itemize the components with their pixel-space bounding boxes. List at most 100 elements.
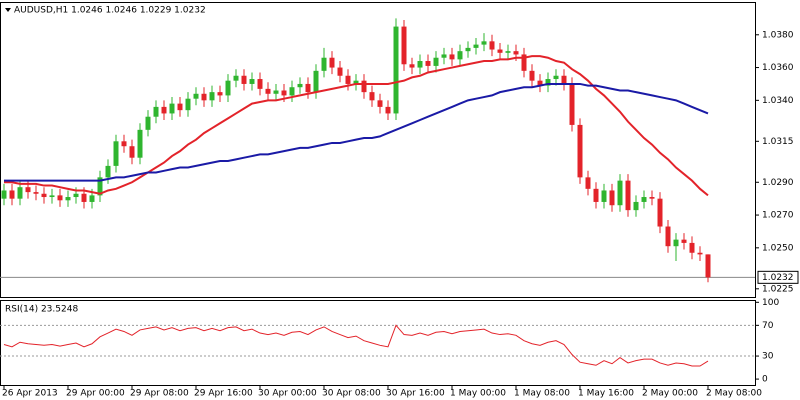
candle-body xyxy=(617,180,623,206)
rsi-panel xyxy=(0,300,756,386)
candle-body xyxy=(545,79,551,86)
candle-body xyxy=(377,100,383,107)
candle-body xyxy=(321,57,327,71)
candle-body xyxy=(689,242,695,253)
candle-body xyxy=(305,83,311,93)
y-tick-label: 30 xyxy=(762,352,774,362)
x-tick-label: 1 May 08:00 xyxy=(514,389,570,399)
last-price-box xyxy=(757,270,799,284)
y-tick-label: 1.0340 xyxy=(762,96,794,106)
candle-body xyxy=(425,61,431,66)
candle-body xyxy=(441,54,447,58)
candle-body xyxy=(313,70,319,93)
x-tick-label: 1 May 00:00 xyxy=(450,389,506,399)
candle-body xyxy=(121,141,127,147)
x-tick-label: 30 Apr 08:00 xyxy=(322,389,381,399)
y-tick-label: 1.0380 xyxy=(762,30,794,40)
x-tick-label: 29 Apr 00:00 xyxy=(66,389,125,399)
candle-body xyxy=(665,226,671,247)
candle-body xyxy=(577,124,583,178)
candle-body xyxy=(417,61,423,68)
candle-body xyxy=(449,54,455,60)
candle-body xyxy=(193,93,199,99)
candle-body xyxy=(57,195,63,201)
candle-body xyxy=(657,198,663,227)
candle-body xyxy=(641,197,647,202)
candle-body xyxy=(65,197,71,201)
candle-body xyxy=(553,75,559,80)
candle-body xyxy=(609,190,615,206)
candle-body xyxy=(209,92,215,101)
moving-average xyxy=(4,55,709,197)
candle-body xyxy=(257,79,263,89)
candle-body xyxy=(41,193,47,198)
x-tick-label: 2 May 08:00 xyxy=(706,389,762,399)
candle-body xyxy=(281,90,287,96)
candle-body xyxy=(601,190,607,202)
rsi-title: RSI(14) 23.5248 xyxy=(5,305,78,315)
candle-body xyxy=(153,106,159,117)
candle-body xyxy=(401,26,407,65)
x-tick-label: 2 May 00:00 xyxy=(642,389,698,399)
y-tick-label: 1.0225 xyxy=(762,284,794,294)
candle-body xyxy=(369,92,375,101)
candle-body xyxy=(217,92,223,96)
candle-body xyxy=(585,177,591,189)
candle-body xyxy=(145,116,151,130)
candle-body xyxy=(17,187,23,199)
candle-body xyxy=(233,75,239,81)
x-tick-label: 30 Apr 00:00 xyxy=(258,389,317,399)
y-tick-label: 1.0315 xyxy=(762,137,794,147)
candle-body xyxy=(505,51,511,53)
candle-body xyxy=(649,197,655,199)
candle-body xyxy=(241,75,247,84)
price-panel xyxy=(0,2,756,298)
candle-body xyxy=(73,193,79,198)
y-tick-label: 0 xyxy=(762,375,768,385)
y-tick-label: 70 xyxy=(762,321,774,331)
candle-body xyxy=(185,98,191,111)
candle-body xyxy=(433,57,439,66)
candle-body xyxy=(489,41,495,50)
candle-body xyxy=(473,44,479,48)
candle-body xyxy=(97,177,103,196)
candle-body xyxy=(49,195,55,198)
y-tick-label: 1.0250 xyxy=(762,243,794,253)
candle-body xyxy=(33,192,39,194)
candle-body xyxy=(497,49,503,53)
y-tick-label: 1.0360 xyxy=(762,63,794,73)
candle-body xyxy=(465,47,471,52)
candle-body xyxy=(105,165,111,178)
candle-body xyxy=(225,80,231,96)
candle-body xyxy=(169,103,175,114)
candle-body xyxy=(521,54,527,71)
candle-body xyxy=(393,26,399,114)
candle-body xyxy=(353,80,359,84)
candle-body xyxy=(697,252,703,255)
candle-body xyxy=(385,106,391,114)
candle-body xyxy=(569,83,575,125)
last-price-label: 1.0232 xyxy=(762,273,794,283)
candle-body xyxy=(289,87,295,96)
candle-body xyxy=(633,201,639,211)
candle-body xyxy=(297,83,303,88)
candle-body xyxy=(129,146,135,158)
candle-body xyxy=(705,254,711,278)
x-tick-label: 29 Apr 16:00 xyxy=(194,389,253,399)
candle-body xyxy=(513,51,519,55)
candle-body xyxy=(177,103,183,111)
candle-body xyxy=(337,67,343,76)
moving-average xyxy=(4,82,709,182)
candle-body xyxy=(329,57,335,68)
candle-body xyxy=(593,188,599,202)
candle-body xyxy=(81,193,87,202)
candle-body xyxy=(481,41,487,45)
y-tick-label: 1.0270 xyxy=(762,211,794,221)
candle-body xyxy=(9,190,15,199)
candle-body xyxy=(561,75,567,84)
candle-body xyxy=(409,64,415,68)
candle-body xyxy=(25,187,31,193)
chart-title: AUDUSD,H1 1.0246 1.0246 1.0229 1.0232 xyxy=(14,6,206,16)
y-tick-label: 1.0290 xyxy=(762,178,794,188)
